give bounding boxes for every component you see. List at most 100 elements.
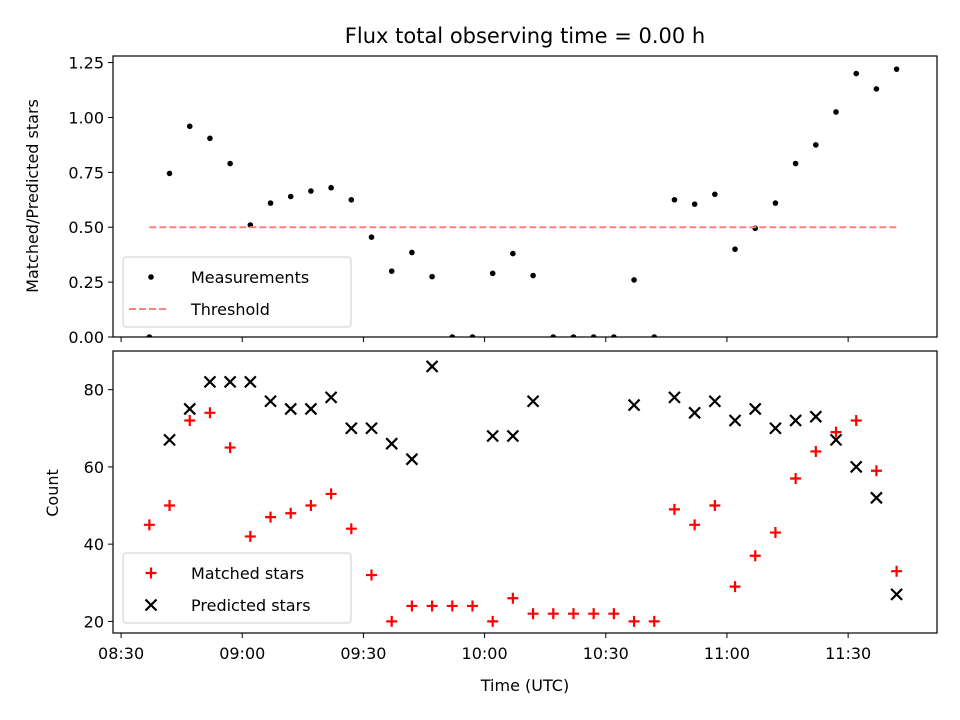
predicted-stars-point [385,437,398,450]
matched-stars-point [749,550,761,562]
predicted-stars-point [304,402,318,416]
predicted-stars-point [829,433,843,447]
matched-stars-point [870,465,882,477]
plot-area [143,360,903,627]
legend: Matched stars Predicted stars [122,552,352,624]
legend-label: Predicted stars [191,596,311,615]
measurement-point [893,66,900,72]
matched-stars-point [507,592,519,604]
measurement-point [287,193,294,200]
matched-stars-point [588,608,600,620]
predicted-stars-point [708,394,722,408]
x-tick-label: 08:30 [98,644,144,663]
matched-stars-point [608,608,620,620]
measurement-point [227,160,233,167]
legend-plus-marker [145,567,157,579]
x-tick-label: 10:30 [583,644,629,663]
matched-stars-point [366,569,378,581]
y-tick-label: 1.25 [68,54,104,73]
predicted-stars-point [324,391,338,404]
predicted-stars-point [223,375,237,389]
measurement-point [691,201,698,207]
measurement-point [732,246,738,252]
matched-stars-point [285,507,297,519]
measurement-point [449,334,456,337]
measurement-point [207,135,213,142]
legend-x-marker [144,598,158,612]
series-matched-stars [143,407,903,627]
matched-stars-point [810,445,822,457]
matched-stars-point [426,600,438,612]
predicted-stars-point [264,394,277,408]
predicted-stars-point [890,588,903,601]
measurement-point [590,334,597,337]
axes-frame [112,55,938,338]
measurement-point [813,142,819,148]
x-tick-label: 09:00 [219,644,265,663]
measurement-point [550,334,557,337]
y-tick-label: 1.00 [68,108,104,127]
y-tick-label: 60 [84,458,104,477]
matched-stars-point [850,415,862,427]
predicted-stars-point [203,375,217,389]
matched-stars-point [164,500,176,512]
matched-stars-point [668,503,680,515]
matched-stars-point [628,615,640,627]
matched-stars-point [689,519,701,531]
measurement-point [611,334,617,337]
axes-frame [112,350,938,634]
matched-stars-point [406,600,418,612]
matched-stars-point [143,519,155,531]
legend-label: Threshold [190,300,270,319]
y-tick-label: 20 [84,612,104,631]
measurement-point [308,188,314,194]
matched-stars-point [527,608,539,620]
legend-label: Measurements [191,268,309,287]
predicted-stars-point [163,433,176,447]
measurement-point [651,334,658,337]
legend-dot-marker [148,274,154,280]
measurement-point [409,249,415,256]
chart-title: Flux total observing time = 0.00 h [345,24,705,48]
x-tick-label: 11:30 [825,644,871,663]
predicted-stars-point [365,421,378,435]
measurement-point [772,200,779,206]
measurement-point [671,196,678,203]
matched-stars-point [790,472,802,484]
predicted-stars-point [345,421,358,435]
measurement-point [469,334,476,337]
matched-stars-point [567,608,579,620]
matched-stars-point [709,500,721,512]
predicted-stars-point [728,414,742,427]
measurement-point [166,170,173,177]
measurement-point [833,109,839,115]
bottom-axes: 08:30 09:00 09:30 10:00 10:30 11:00 11:30 20 40 6… [84,350,938,663]
measurement-point [388,268,395,274]
x-tick-label: 10:00 [462,644,508,663]
predicted-stars-point [870,491,883,505]
measurement-point [348,196,355,203]
predicted-stars-point [809,410,823,423]
measurement-point [792,160,799,167]
y-tick-label: 80 [84,381,104,400]
measurement-point [853,70,860,77]
measurement-point [712,191,718,198]
legend-box [122,552,352,624]
top-y-axis-label: Matched/Predicted stars [23,99,42,293]
matched-stars-point [446,600,458,612]
bottom-y-axis-label: Count [43,469,62,517]
matched-stars-point [386,615,398,627]
measurement-point [530,272,536,279]
matched-stars-point [265,511,277,523]
matched-stars-point [466,600,478,612]
matched-stars-point [547,608,559,620]
predicted-stars-point [244,375,257,389]
matched-stars-point [224,442,236,454]
y-tick-label: 0.50 [68,218,104,237]
x-tick-label: 11:00 [704,644,750,663]
predicted-stars-point [284,402,298,416]
y-tick-label: 0.25 [68,273,104,292]
predicted-stars-point [405,452,419,466]
x-tick-label: 09:30 [340,644,386,663]
